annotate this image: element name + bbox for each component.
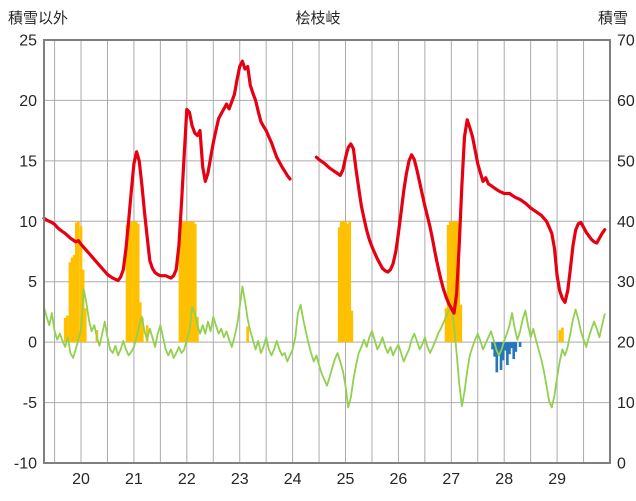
- bar-snowfall-bars: [339, 221, 343, 343]
- bar-rainfall-bars: [503, 342, 507, 351]
- bar-snowfall-bars: [446, 224, 450, 343]
- bar-snowfall-bars: [558, 330, 562, 343]
- left-tick-label: -5: [23, 395, 37, 412]
- bar-rainfall-bars: [518, 342, 522, 347]
- bar-snowfall-bars: [134, 221, 138, 343]
- bar-snowfall-bars: [65, 315, 69, 343]
- x-tick-label: 25: [337, 471, 355, 488]
- right-tick-label: 20: [617, 335, 635, 352]
- bar-snowfall-bars: [444, 308, 448, 343]
- right-tick-label: 0: [617, 456, 626, 473]
- x-tick-label: 29: [548, 471, 566, 488]
- right-tick-label: 30: [617, 274, 635, 291]
- left-tick-label: -10: [14, 456, 37, 473]
- bar-snowfall-bars: [350, 310, 354, 343]
- x-tick-label: 26: [390, 471, 408, 488]
- left-tick-label: 10: [19, 214, 37, 231]
- bar-snowfall-bars: [127, 221, 131, 343]
- bar-snowfall-bars: [182, 221, 186, 343]
- line-snow-depth-line: [314, 118, 607, 315]
- bar-snowfall-bars: [185, 221, 189, 343]
- bar-rainfall-bars: [501, 342, 505, 361]
- bar-snowfall-bars: [193, 223, 197, 343]
- left-tick-label: 20: [19, 93, 37, 110]
- bar-rainfall-bars: [514, 342, 518, 352]
- bar-snowfall-bars: [79, 226, 83, 343]
- bar-snowfall-bars: [191, 221, 195, 343]
- bar-snowfall-bars: [63, 317, 67, 343]
- left-tick-label: 25: [19, 33, 37, 50]
- bar-snowfall-bars: [448, 221, 452, 343]
- x-tick-label: 22: [178, 471, 196, 488]
- x-tick-label: 21: [125, 471, 143, 488]
- x-tick-label: 28: [495, 471, 513, 488]
- bar-snowfall-bars: [70, 257, 74, 343]
- bar-snowfall-bars: [72, 255, 76, 343]
- bar-snowfall-bars: [132, 221, 136, 343]
- right-tick-label: 40: [617, 214, 635, 231]
- right-tick-label: 10: [617, 395, 635, 412]
- bar-snowfall-bars: [83, 308, 87, 343]
- bar-snowfall-bars: [246, 326, 249, 343]
- line-snow-depth-line: [42, 59, 292, 283]
- bar-snowfall-bars: [344, 221, 347, 343]
- bar-snowfall-bars: [141, 317, 144, 343]
- bar-snowfall-bars: [77, 221, 80, 343]
- right-tick-label: 50: [617, 153, 635, 170]
- bar-snowfall-bars: [189, 221, 193, 343]
- bar-snowfall-bars: [337, 227, 341, 343]
- bar-snowfall-bars: [459, 304, 463, 343]
- bar-snowfall-bars: [348, 221, 352, 343]
- bar-rainfall-bars: [499, 342, 503, 370]
- bar-snowfall-bars: [346, 223, 349, 343]
- left-tick-label: 0: [28, 335, 37, 352]
- chart-title: 桧枝岐: [295, 10, 341, 27]
- bar-rainfall-bars: [493, 342, 497, 357]
- bar-snowfall-bars: [125, 224, 129, 343]
- bar-snowfall-bars: [453, 221, 456, 343]
- bar-snowfall-bars: [196, 316, 199, 343]
- x-tick-label: 20: [72, 471, 90, 488]
- bar-snowfall-bars: [178, 222, 182, 343]
- left-tick-label: 5: [28, 274, 37, 291]
- bar-snowfall-bars: [74, 222, 78, 343]
- left-axis-title: 積雪以外: [8, 10, 69, 27]
- bar-snowfall-bars: [180, 221, 184, 343]
- bar-rainfall-bars: [491, 342, 494, 350]
- bar-snowfall-bars: [145, 325, 149, 343]
- x-tick-label: 23: [231, 471, 249, 488]
- bar-snowfall-bars: [187, 221, 191, 343]
- plot-frame: [43, 39, 611, 464]
- right-tick-label: 60: [617, 93, 635, 110]
- bar-rainfall-bars: [495, 342, 499, 373]
- bar-snowfall-bars: [561, 327, 564, 343]
- right-tick-label: 70: [617, 33, 635, 50]
- bar-rainfall-bars: [497, 342, 501, 355]
- line-temperature-line: [43, 285, 606, 409]
- bar-snowfall-bars: [129, 221, 133, 343]
- bar-snowfall-bars: [68, 262, 72, 343]
- bar-rainfall-bars: [506, 342, 509, 366]
- bar-rainfall-bars: [508, 342, 511, 355]
- x-tick-label: 24: [284, 471, 302, 488]
- x-tick-label: 27: [442, 471, 460, 488]
- bar-snowfall-bars: [136, 223, 140, 343]
- left-tick-label: 15: [19, 153, 37, 170]
- bar-rainfall-bars: [512, 342, 516, 360]
- right-axis-title: 積雪: [597, 10, 628, 27]
- bar-rainfall-bars: [510, 342, 513, 349]
- bar-snowfall-bars: [342, 221, 345, 343]
- bar-snowfall-bars: [451, 221, 454, 343]
